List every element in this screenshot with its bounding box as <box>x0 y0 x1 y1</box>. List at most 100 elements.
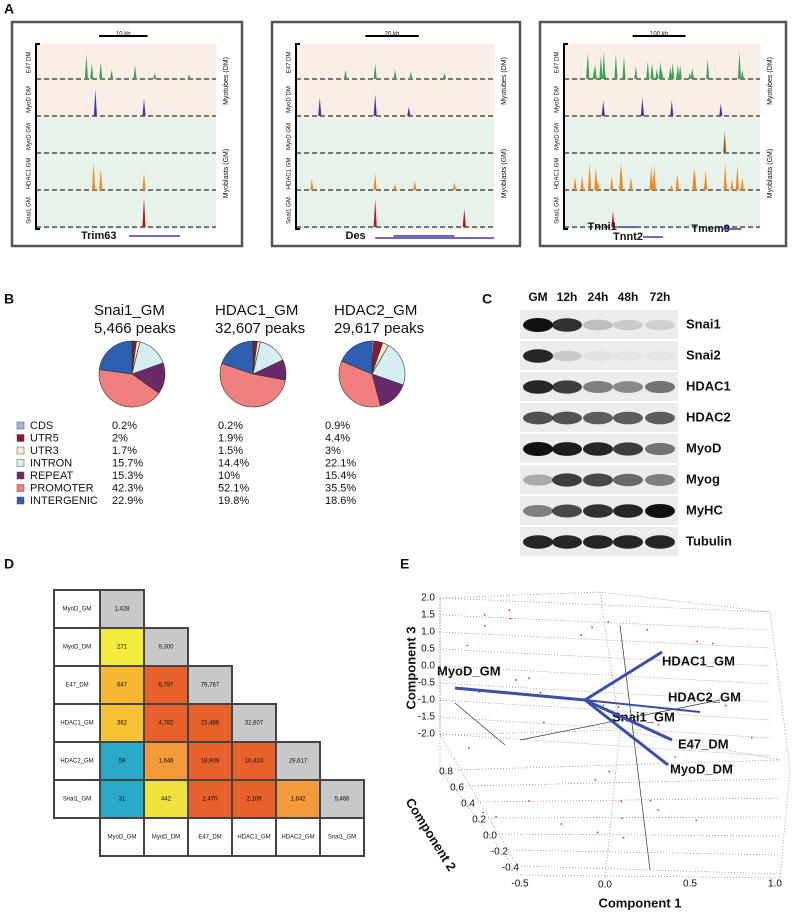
peak <box>602 51 606 79</box>
band <box>613 411 643 425</box>
peak <box>586 52 590 79</box>
y-tick-label: 0.4 <box>461 799 475 810</box>
legend-label: INTERGENIC <box>30 495 98 507</box>
grid-line <box>439 614 771 631</box>
cell-label: 9,300 <box>158 645 174 651</box>
score-point <box>509 617 512 620</box>
axis-title: Component 2 <box>403 795 460 873</box>
timepoint: GM <box>528 290 547 304</box>
protein-label: Snai1 <box>686 316 721 331</box>
pie-value-label: 52.1% <box>218 482 249 494</box>
track-label: E47 DM <box>555 52 561 74</box>
cell-label: 442 <box>161 797 172 803</box>
peak <box>373 199 377 227</box>
pie-slice <box>338 360 381 408</box>
gene-name: Des <box>346 230 366 242</box>
axis-title: Component 1 <box>598 895 681 910</box>
pie-value-label: 1.5% <box>218 445 243 457</box>
heat-cell <box>143 703 189 743</box>
band <box>645 535 675 549</box>
row-label: HDAC2_GM <box>60 759 93 765</box>
vector-label: HDAC2_GM <box>668 689 741 704</box>
score-point <box>657 723 660 726</box>
pie-slice <box>221 340 254 375</box>
col-label: MyoD_GM <box>108 835 137 841</box>
peak <box>670 184 674 190</box>
cell-label: 6,797 <box>158 683 174 689</box>
band <box>645 504 675 518</box>
peak <box>719 103 723 116</box>
band <box>523 349 553 363</box>
band <box>552 380 582 394</box>
cell-label: 647 <box>117 683 128 689</box>
peak <box>187 74 191 79</box>
peak <box>640 97 644 116</box>
band <box>613 442 643 456</box>
timepoint: 72h <box>650 290 671 304</box>
legend-label: UTR5 <box>30 432 59 444</box>
pie-value-label: 10% <box>218 470 240 482</box>
cell-label: 18,909 <box>201 759 220 765</box>
x-tick-label: 1.0 <box>768 879 782 890</box>
peak <box>671 63 675 79</box>
peak <box>318 97 322 116</box>
peak <box>735 165 739 190</box>
score-point <box>731 765 733 767</box>
col-label-cell <box>231 817 277 857</box>
grid-line <box>439 665 771 685</box>
cell-label: 29,617 <box>289 759 308 765</box>
y-tick-label: 0.0 <box>483 831 497 842</box>
peak <box>670 100 674 116</box>
band <box>583 319 613 331</box>
band <box>523 318 553 332</box>
col-label: MyoD_DM <box>152 835 180 841</box>
track-label: MyoD GM <box>555 123 561 150</box>
score-point <box>750 736 753 739</box>
cell-label: 23,486 <box>201 721 220 727</box>
timepoint: 12h <box>557 290 578 304</box>
heat-cell <box>143 741 189 781</box>
pie-value-label: 35.5% <box>325 482 356 494</box>
peak <box>634 66 638 79</box>
row-label-cell <box>53 627 101 667</box>
gene-name: Tnnt2 <box>613 231 643 243</box>
pie-slice <box>219 363 286 408</box>
pie-value-label: 0.2% <box>112 420 137 432</box>
peak <box>580 175 584 190</box>
bracket <box>563 43 568 230</box>
band <box>523 380 553 394</box>
vector-label: E47_DM <box>678 736 729 751</box>
score-point <box>646 628 649 631</box>
protein-label: HDAC2 <box>686 409 731 424</box>
origin-axis <box>519 699 721 741</box>
heat-cell <box>187 665 233 705</box>
legend-label: REPEAT <box>30 470 73 482</box>
peak <box>462 208 466 227</box>
score-point <box>466 644 469 647</box>
x-tick-label: 0.5 <box>683 879 697 890</box>
heat-cell <box>275 741 321 781</box>
pie-value-label: 19.8% <box>218 495 249 507</box>
track-label: E47 DM <box>27 52 33 74</box>
band <box>613 351 643 361</box>
peak <box>142 98 146 116</box>
band <box>552 442 582 456</box>
pie-subtitle: 5,466 peaks <box>94 320 176 337</box>
col-label: Snai1_GM <box>328 835 356 841</box>
pie-value-label: 3% <box>325 445 341 457</box>
group-label: Myoblasts (GM) <box>767 149 774 198</box>
track-label: HDAC1 GM <box>287 158 293 190</box>
band <box>552 535 582 549</box>
score-point <box>622 836 625 839</box>
peak <box>99 61 103 79</box>
peak <box>649 165 653 190</box>
peak <box>153 72 157 79</box>
heat-cell <box>143 665 189 705</box>
grid-line <box>476 797 781 803</box>
track-label: MyoD GM <box>27 123 33 150</box>
legend-swatch <box>16 446 25 455</box>
row-label: E47_DM <box>65 683 88 689</box>
scale-label: 100 kb <box>650 32 669 38</box>
heat-cell <box>231 703 277 743</box>
dm-bg <box>296 44 494 118</box>
